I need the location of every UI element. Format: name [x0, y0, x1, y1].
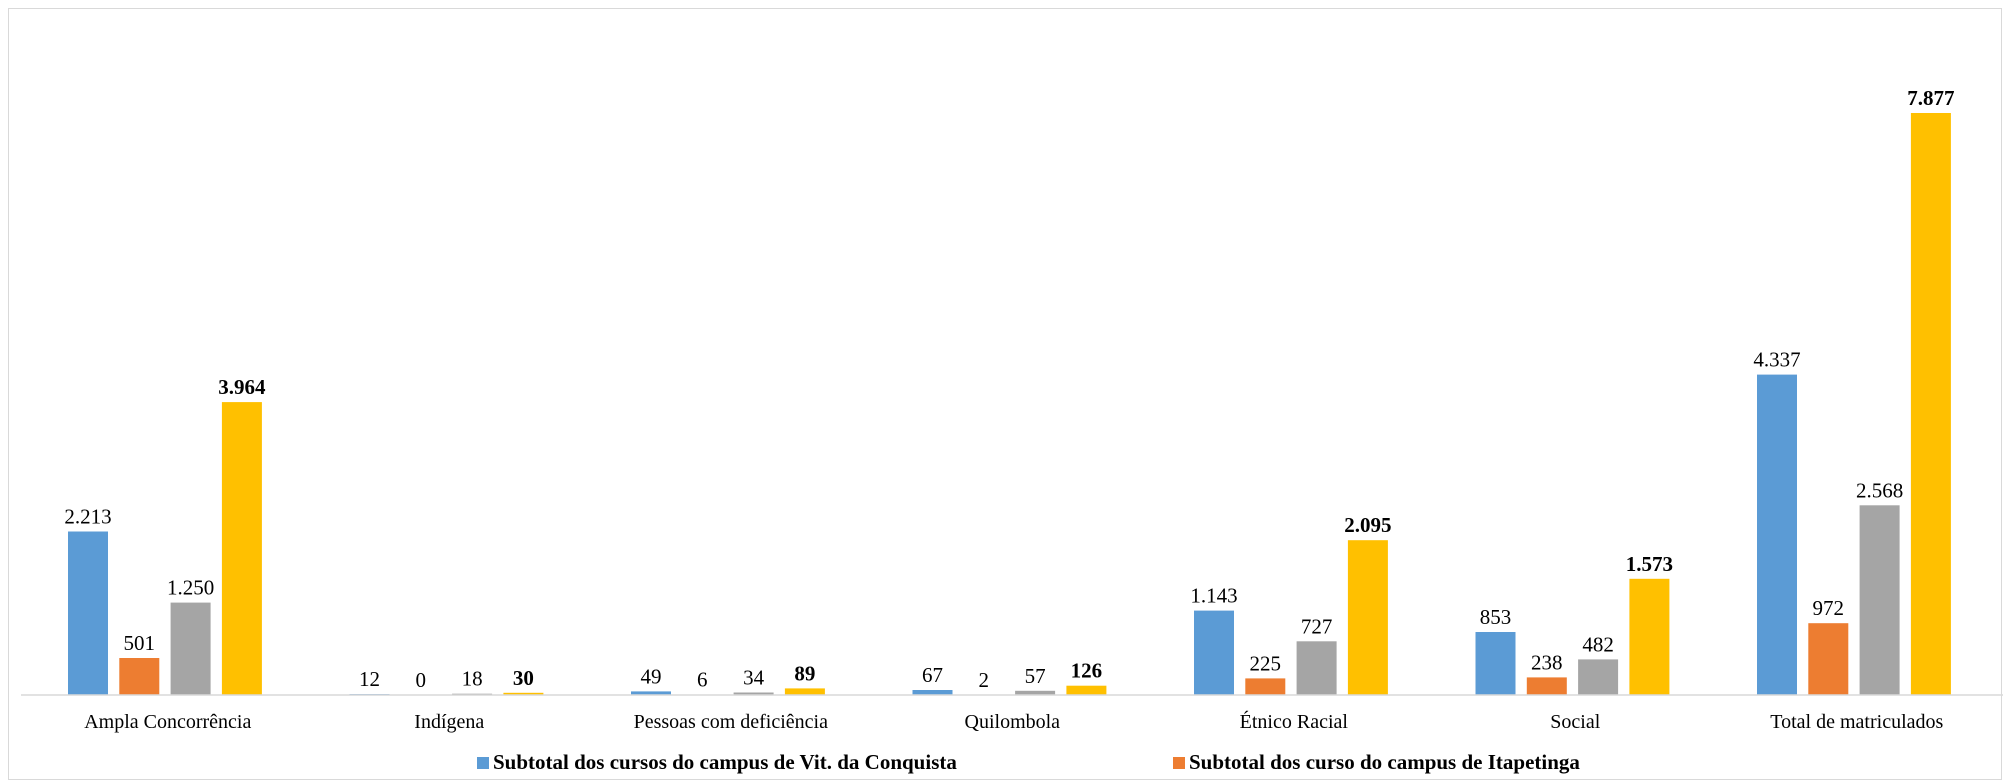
value-label-s1-c1: 0: [416, 668, 427, 692]
bar-s0-c5: [1475, 632, 1516, 696]
legend-swatch-1: [1173, 757, 1185, 769]
value-label-s2-c2: 34: [743, 666, 765, 690]
bar-s0-c2: [631, 691, 671, 696]
value-label-s3-c5: 1.573: [1626, 552, 1673, 576]
value-labels-layer: 2.213 501 1.250 3.964 12 0 18 30 49 6 34 89 67 2 57 126…: [64, 86, 1954, 692]
bars-layer: [68, 113, 1951, 696]
bar-s0-c4: [1194, 610, 1234, 696]
bar-s2-c0: [170, 602, 211, 695]
legend: Subtotal dos cursos do campus de Vit. da…: [477, 750, 1580, 774]
bar-s1-c6: [1808, 623, 1849, 696]
bar-s0-c3: [912, 690, 953, 695]
bar-s3-c5: [1629, 578, 1670, 696]
category-ticks-layer: Ampla Concorrência Indígena Pessoas com de…: [84, 710, 1943, 733]
value-label-s0-c5: 853: [1480, 605, 1512, 629]
bar-s2-c6: [1859, 505, 1900, 696]
value-label-s3-c0: 3.964: [218, 375, 266, 399]
value-label-s2-c1: 18: [462, 667, 483, 691]
bar-s3-c4: [1347, 540, 1388, 695]
bar-s1-c4: [1245, 678, 1286, 696]
value-label-s2-c5: 482: [1582, 632, 1614, 656]
value-label-s1-c2: 6: [697, 668, 708, 692]
value-label-s2-c4: 727: [1301, 614, 1333, 638]
category-tick-0: Ampla Concorrência: [84, 711, 251, 733]
value-label-s2-c3: 57: [1025, 664, 1046, 688]
bar-s2-c5: [1578, 659, 1619, 696]
category-tick-3: Quilombola: [965, 711, 1061, 733]
value-label-s3-c2: 89: [794, 661, 815, 685]
bar-s2-c2: [733, 692, 774, 696]
legend-label-1: Subtotal dos curso do campus de Itapetin…: [1189, 750, 1580, 774]
bar-s1-c0: [119, 658, 160, 696]
value-label-s1-c3: 2: [979, 668, 990, 692]
bar-s3-c3: [1066, 685, 1107, 696]
bar-s1-c5: [1526, 677, 1567, 695]
value-label-s2-c0: 1.250: [167, 576, 214, 600]
category-tick-2: Pessoas com deficiência: [634, 711, 828, 733]
value-label-s0-c2: 49: [641, 664, 662, 688]
value-label-s2-c6: 2.568: [1856, 478, 1903, 502]
bar-s3-c6: [1910, 113, 1951, 695]
value-label-s1-c5: 238: [1531, 650, 1563, 674]
bar-s0-c6: [1757, 374, 1797, 696]
category-tick-5: Social: [1550, 711, 1600, 733]
legend-swatch-0: [477, 757, 489, 769]
value-label-s0-c0: 2.213: [64, 505, 111, 529]
legend-label-0: Subtotal dos cursos do campus de Vit. da…: [493, 750, 957, 774]
value-label-s0-c1: 12: [359, 667, 380, 691]
category-tick-4: Étnico Racial: [1240, 710, 1349, 733]
bar-s2-c4: [1296, 641, 1337, 696]
category-tick-1: Indígena: [414, 711, 484, 733]
value-label-s3-c4: 2.095: [1344, 513, 1391, 537]
value-label-s0-c4: 1.143: [1190, 584, 1237, 608]
bar-s3-c0: [221, 402, 262, 695]
value-label-s3-c6: 7.877: [1907, 86, 1954, 110]
value-label-s0-c6: 4.337: [1753, 348, 1800, 372]
value-label-s1-c6: 972: [1813, 596, 1845, 620]
bar-chart: 2.213 501 1.250 3.964 12 0 18 30 49 6 34 89 67 2 57 126…: [21, 86, 2003, 774]
bar-s3-c2: [784, 688, 825, 695]
bar-s0-c0: [68, 531, 108, 695]
value-label-s1-c4: 225: [1250, 651, 1282, 675]
value-label-s0-c3: 67: [922, 663, 943, 687]
value-label-s1-c0: 501: [124, 631, 156, 655]
bar-s3-c1: [503, 692, 544, 696]
category-tick-6: Total de matriculados: [1770, 711, 1943, 733]
chart-frame: 2.213 501 1.250 3.964 12 0 18 30 49 6 34 89 67 2 57 126…: [8, 8, 2003, 780]
value-label-s3-c1: 30: [513, 666, 534, 690]
bar-s2-c3: [1015, 690, 1056, 696]
value-label-s3-c3: 126: [1071, 659, 1103, 683]
